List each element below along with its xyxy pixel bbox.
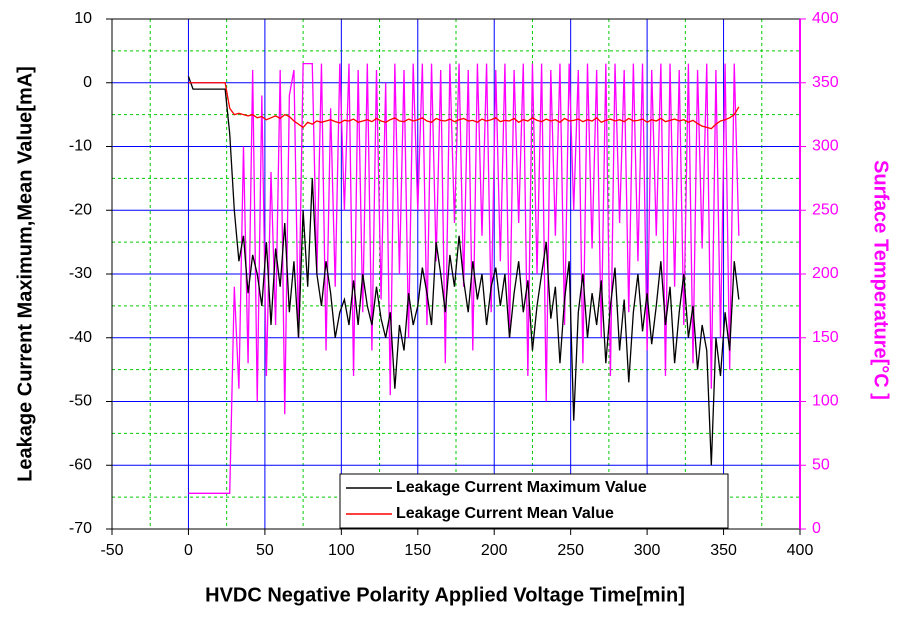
y-tick-label: -70 bbox=[69, 520, 92, 537]
y2-tick-label: 50 bbox=[812, 456, 830, 473]
x-tick-label: 0 bbox=[184, 542, 193, 559]
y-axis-title: Leakage Current Maximum,Mean Value[mA] bbox=[14, 66, 36, 482]
series-line bbox=[188, 62, 740, 494]
y-tick-label: 10 bbox=[74, 10, 92, 27]
y2-tick-label: 100 bbox=[812, 393, 839, 410]
y2-axis-title: Surface Temperature[°C ] bbox=[870, 160, 892, 400]
y2-tick-label: 200 bbox=[812, 265, 839, 282]
y-tick-label: -60 bbox=[69, 456, 92, 473]
series-line bbox=[188, 82, 740, 130]
x-tick-label: 350 bbox=[710, 542, 737, 559]
legend-box bbox=[339, 473, 729, 529]
y2-tick-label: 350 bbox=[812, 74, 839, 91]
y2-tick-label: 150 bbox=[812, 329, 839, 346]
y2-tick-label: 300 bbox=[812, 138, 839, 155]
x-tick-label: -50 bbox=[100, 542, 123, 559]
x-tick-label: 300 bbox=[634, 542, 661, 559]
x-tick-label: 200 bbox=[481, 542, 508, 559]
y-tick-label: -30 bbox=[69, 265, 92, 282]
x-tick-label: 400 bbox=[787, 542, 814, 559]
y-tick-label: 0 bbox=[83, 74, 92, 91]
y-tick-label: -20 bbox=[69, 201, 92, 218]
x-tick-label: 100 bbox=[328, 542, 355, 559]
series-line bbox=[187, 76, 740, 466]
y2-tick-label: 0 bbox=[812, 520, 821, 537]
legend-label: Leakage Current Maximum Value bbox=[396, 479, 647, 496]
x-tick-label: 50 bbox=[256, 542, 274, 559]
legend-label: Leakage Current Mean Value bbox=[396, 505, 614, 522]
y-tick-label: -10 bbox=[69, 138, 92, 155]
x-axis-title: HVDC Negative Polarity Applied Voltage T… bbox=[205, 584, 685, 606]
y2-tick-label: 250 bbox=[812, 201, 839, 218]
y-tick-label: -50 bbox=[69, 393, 92, 410]
x-tick-label: 150 bbox=[404, 542, 431, 559]
x-tick-label: 250 bbox=[557, 542, 584, 559]
y2-tick-label: 400 bbox=[812, 10, 839, 27]
y-tick-label: -40 bbox=[69, 329, 92, 346]
